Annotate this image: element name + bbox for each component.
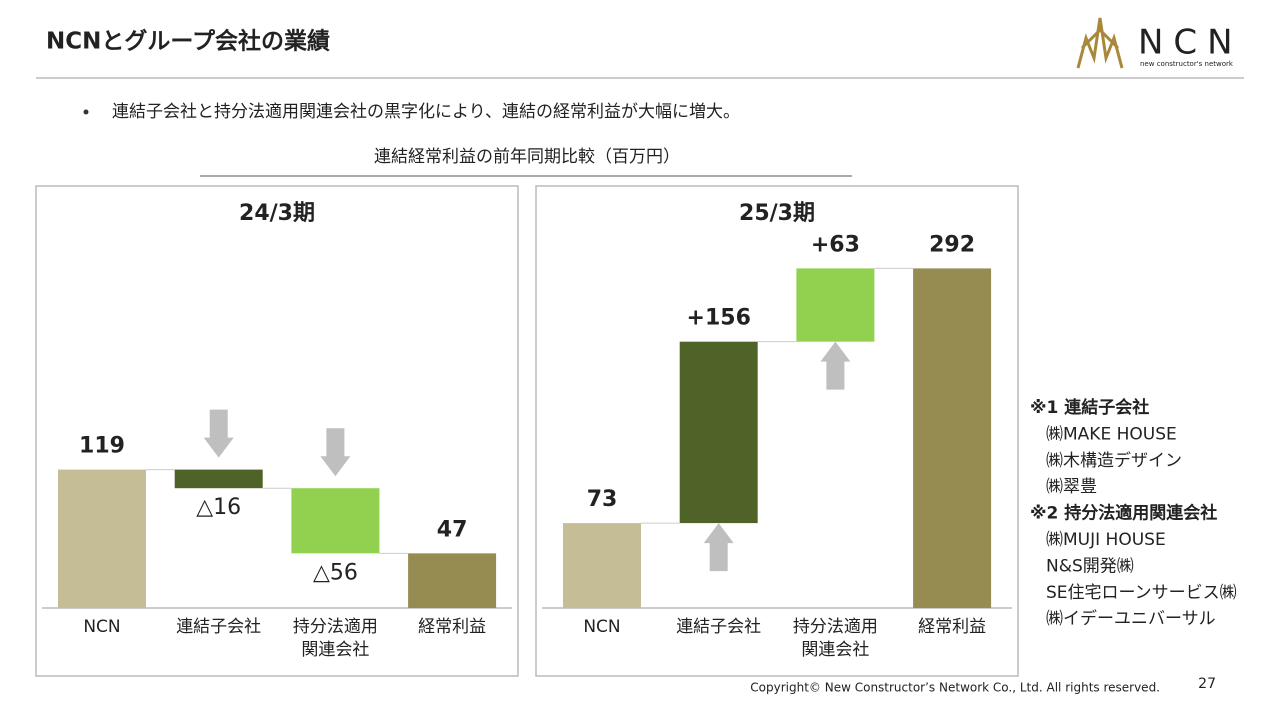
value-label: 47 [437,517,468,542]
category-label: 経常利益 [418,617,486,637]
note-line: ㈱MUJI HOUSE [1046,530,1166,550]
category-label: 経常利益 [918,617,986,637]
bar [174,469,263,489]
page-number: 27 [1198,676,1216,692]
chart-title: 24/3期 [239,201,315,226]
chart-title: 25/3期 [739,201,815,226]
value-label: +63 [811,232,860,257]
bar [679,341,758,524]
panel-frame [35,185,519,677]
bullet-text: 連結子会社と持分法適用関連会社の黒字化により、連結の経常利益が大幅に増大。 [112,102,740,122]
logo-icon [1076,17,1124,69]
copyright: Copyright© New Constructor’s Network Co.… [750,681,1160,695]
slide-title: NCNとグループ会社の業績 [46,28,330,55]
category-label: 持分法適用関連会社 [793,617,878,660]
logo-tagline: new constructor's network [1140,60,1234,68]
bar [58,469,146,608]
panel-frame [535,185,1019,677]
bar [563,523,641,608]
note-line: ※1 連結子会社 [1030,397,1149,418]
section-title: 連結経常利益の前年同期比較（百万円） [374,147,680,167]
note-line: ㈱イデーユニバーサル [1046,608,1216,629]
value-label: 292 [929,232,975,257]
bar [913,268,992,608]
category-label: NCN [583,617,620,637]
arrow [320,428,351,477]
category-label: NCN [83,617,120,637]
bar [408,553,497,608]
category-label: 持分法適用関連会社 [293,617,378,660]
bar [796,268,875,342]
logo: NCN new constructor's network [1076,17,1243,69]
value-label: +156 [687,306,751,331]
note-line: ㈱MAKE HOUSE [1046,424,1177,444]
logo-text: NCN [1138,23,1243,63]
note-line: ㈱木構造デザイン [1046,450,1182,471]
note-line: N&S開発㈱ [1046,556,1134,576]
bullet-dot [83,109,89,115]
value-label: △16 [196,495,241,520]
arrow [703,523,734,572]
note-line: ㈱翠豊 [1046,477,1097,497]
category-label: 連結子会社 [676,617,761,637]
arrow [820,341,851,390]
value-label: △56 [313,560,358,585]
note-line: ※2 持分法適用関連会社 [1030,503,1217,524]
value-label: 119 [79,434,125,459]
value-label: 73 [587,487,618,512]
bar [291,488,380,554]
category-label: 連結子会社 [176,617,261,637]
note-line: SE住宅ローンサービス㈱ [1046,583,1237,603]
arrow [203,409,234,458]
